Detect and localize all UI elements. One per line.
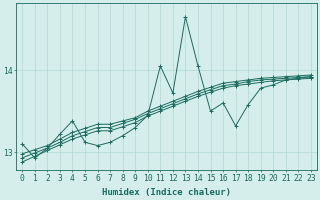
X-axis label: Humidex (Indice chaleur): Humidex (Indice chaleur) <box>102 188 231 197</box>
